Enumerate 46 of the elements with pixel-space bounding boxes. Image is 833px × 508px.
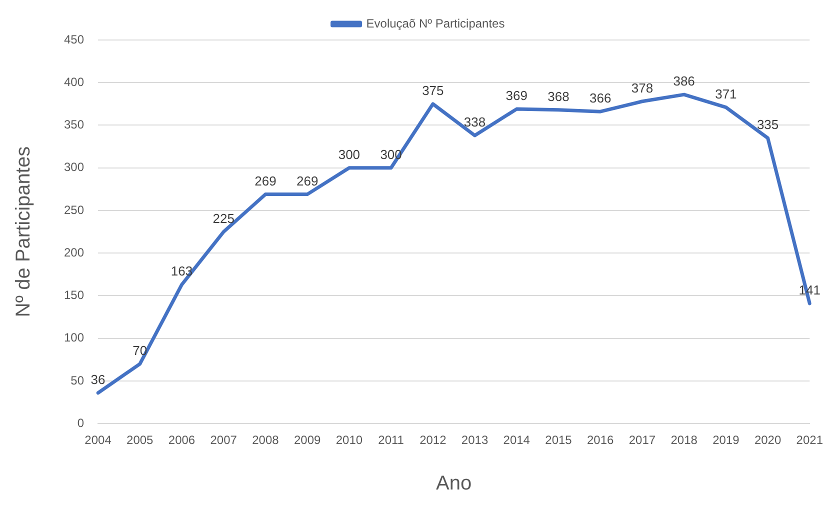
x-tick-label: 2019: [712, 433, 740, 448]
x-tick-label: 2015: [545, 433, 572, 448]
x-tick-label: 2018: [670, 433, 698, 448]
x-tick-label: 2004: [84, 433, 112, 448]
x-tick-label: 2021: [796, 433, 824, 448]
data-label: 378: [631, 80, 654, 96]
data-label: 369: [506, 88, 528, 104]
y-tick-label: 400: [64, 74, 84, 89]
y-tick-label: 150: [64, 288, 84, 302]
x-tick-label: 2014: [503, 433, 530, 448]
x-tick-label: 2013: [461, 433, 488, 448]
data-label: 371: [715, 86, 737, 102]
data-label: 386: [673, 74, 695, 89]
data-label: 36: [90, 372, 106, 387]
y-tick-label: 50: [70, 373, 84, 388]
x-tick-label: 2010: [336, 433, 363, 448]
data-label: 269: [296, 173, 318, 188]
y-tick-label: 300: [64, 160, 84, 174]
data-label: 335: [756, 117, 779, 132]
x-tick-label: 2007: [210, 433, 238, 448]
x-tick-label: 2016: [587, 433, 614, 448]
data-label: 338: [464, 114, 486, 130]
data-label: 163: [170, 264, 193, 279]
data-label: 375: [422, 83, 444, 98]
x-tick-label: 2009: [294, 433, 321, 448]
data-label: 225: [212, 210, 234, 226]
y-tick-label: 200: [64, 245, 84, 260]
y-tick-label: 250: [64, 202, 84, 217]
x-tick-label: 2005: [126, 433, 154, 448]
x-axis-title: Ano: [436, 472, 472, 495]
data-label: 366: [590, 90, 612, 106]
data-label: 300: [338, 146, 360, 162]
y-tick-label: 100: [64, 330, 84, 345]
legend-label: Evoluçaõ Nº Participantes: [366, 16, 505, 30]
x-tick-label: 2012: [420, 433, 447, 448]
x-tick-label: 2011: [378, 433, 404, 448]
y-tick-label: 0: [77, 416, 84, 430]
y-tick-label: 450: [64, 32, 84, 46]
y-tick-label: 350: [64, 118, 84, 132]
x-tick-label: 2017: [628, 433, 656, 448]
data-label: 368: [548, 88, 570, 104]
x-tick-label: 2006: [168, 433, 196, 448]
x-tick-label: 2020: [754, 433, 782, 448]
data-label: 269: [254, 173, 276, 188]
x-tick-label: 2008: [252, 433, 280, 448]
y-axis-title: Nº de Participantes: [12, 146, 35, 318]
